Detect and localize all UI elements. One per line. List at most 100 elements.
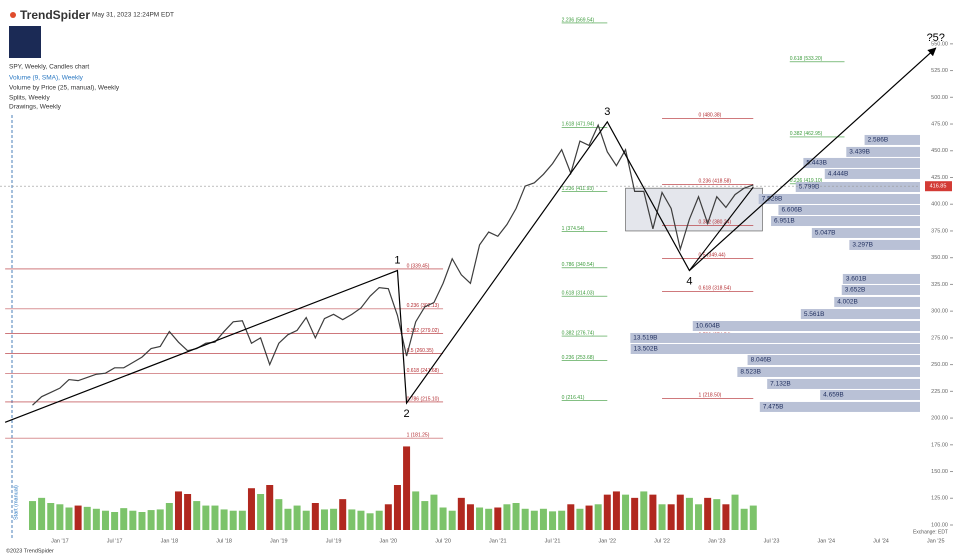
- fib-label: 0 (339.45): [407, 263, 430, 269]
- fib-label: 0.618 (241.68): [407, 368, 440, 374]
- y-tick-label: 450.00: [931, 148, 948, 154]
- y-tick-label: 275.00: [931, 335, 948, 341]
- volume-profile-bar: [759, 401, 920, 412]
- volume-bar: [503, 504, 511, 530]
- y-tick-label: 100.00: [931, 522, 948, 528]
- volume-bar: [521, 508, 529, 530]
- legend-item: Splits, Weekly: [9, 95, 50, 102]
- fib-label: 0.382 (279.02): [407, 328, 440, 334]
- y-tick-label: 500.00: [931, 95, 948, 101]
- price-line: [32, 123, 754, 406]
- volume-profile-bar: [758, 193, 920, 204]
- volume-bar: [640, 491, 648, 530]
- fib-label: 0.5 (260.35): [407, 348, 434, 354]
- volume-bar: [494, 507, 502, 530]
- volume-bar: [38, 497, 46, 530]
- volume-bar: [704, 497, 712, 530]
- volume-bar: [357, 510, 365, 530]
- volume-bar: [165, 503, 173, 530]
- volume-profile-bar: [846, 146, 920, 157]
- volume-bar: [293, 505, 301, 530]
- fib-label: 0.618 (533.20): [790, 56, 823, 62]
- channel-line: [688, 186, 754, 271]
- x-tick-label: Jul '20: [435, 538, 451, 544]
- volume-bar: [202, 505, 210, 530]
- fib-label: 0 (480.38): [699, 113, 722, 119]
- volume-profile-bar: [778, 204, 920, 215]
- volume-bar: [384, 504, 392, 530]
- volume-bar: [567, 504, 575, 530]
- wave-label: 1: [394, 254, 400, 266]
- volume-profile-bar: [630, 343, 920, 354]
- x-tick-label: Jan '18: [161, 538, 179, 544]
- volume-bar: [631, 497, 639, 530]
- volume-bar: [439, 507, 447, 530]
- volume-profile-label: 2.586B: [868, 137, 889, 144]
- fib-label: 0.618 (318.54): [699, 286, 732, 292]
- volume-bar: [375, 510, 383, 530]
- volume-profile-label: 8.046B: [751, 357, 772, 364]
- x-tick-label: Jan '19: [270, 538, 288, 544]
- x-tick-label: Jul '17: [107, 538, 123, 544]
- y-tick-label: 525.00: [931, 68, 948, 74]
- volume-profile-label: 8.523B: [740, 369, 761, 376]
- last-price-tag: [925, 181, 952, 192]
- consolidation-zone: [625, 187, 763, 232]
- y-tick-label: 325.00: [931, 282, 948, 288]
- symbol-logo: [9, 26, 41, 58]
- volume-bar: [594, 504, 602, 530]
- volume-bar: [685, 497, 693, 530]
- volume-profile-bar: [767, 378, 920, 389]
- volume-profile-bar: [795, 182, 920, 193]
- volume-profile-label: 6.951B: [774, 218, 795, 225]
- volume-profile-label: 7.528B: [762, 196, 783, 203]
- volume-bar: [28, 501, 36, 530]
- volume-profile-bar: [771, 216, 920, 227]
- wave-label: 3: [604, 106, 610, 118]
- volume-bar: [156, 509, 164, 530]
- volume-bar: [101, 510, 109, 530]
- volume-bar: [238, 510, 246, 530]
- y-tick-label: 150.00: [931, 469, 948, 475]
- wave-label: ?5?: [927, 32, 945, 44]
- volume-bar: [138, 512, 146, 530]
- volume-bar: [749, 505, 757, 530]
- volume-bar: [430, 494, 438, 530]
- legend-item: SPY, Weekly, Candles chart: [9, 64, 89, 71]
- volume-bar: [111, 512, 119, 530]
- volume-bar: [530, 510, 538, 530]
- exchange: Exchange: EDT: [913, 529, 948, 535]
- fib-label: 0.786 (215.10): [407, 396, 440, 402]
- volume-profile-label: 10.604B: [696, 323, 720, 330]
- volume-profile-label: 13.519B: [633, 335, 657, 342]
- volume-profile-label: 7.132B: [770, 381, 791, 388]
- volume-bar: [603, 494, 611, 530]
- y-tick-label: 250.00: [931, 362, 948, 368]
- x-tick-label: Jul '22: [654, 538, 670, 544]
- x-tick-label: Jul '21: [545, 538, 561, 544]
- volume-bar: [320, 509, 328, 530]
- volume-bar: [676, 494, 684, 530]
- wave-label: 2: [404, 408, 410, 420]
- x-tick-label: Jul '18: [216, 538, 232, 544]
- volume-bar: [92, 508, 100, 530]
- fib-label: 1.236 (411.93): [562, 186, 594, 192]
- fib-label: 0.786 (340.54): [562, 262, 595, 268]
- volume-bar: [448, 510, 456, 530]
- fib-label: 0.236 (253.68): [562, 355, 595, 361]
- y-tick-label: 200.00: [931, 416, 948, 422]
- x-tick-label: Jan '25: [927, 538, 945, 544]
- y-tick-label: 400.00: [931, 202, 948, 208]
- volume-profile-label: 7.475B: [763, 404, 784, 411]
- y-tick-label: 225.00: [931, 389, 948, 395]
- fib-label: 0.5 (349.44): [699, 253, 726, 259]
- fib-label: 0.618 (314.03): [562, 290, 595, 296]
- volume-bar: [558, 510, 566, 530]
- start-marker: Start (manual): [13, 485, 19, 520]
- elliott-wave: [4, 47, 937, 423]
- volume-bar: [275, 499, 283, 530]
- fib-label: 0.236 (302.13): [407, 303, 440, 309]
- volume-profile-label: 5.799B: [799, 184, 820, 191]
